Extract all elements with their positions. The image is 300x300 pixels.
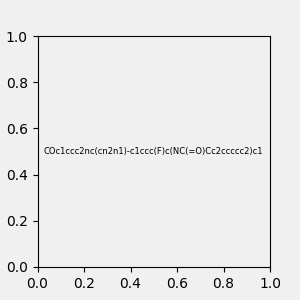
Text: COc1ccc2nc(cn2n1)-c1ccc(F)c(NC(=O)Cc2ccccc2)c1: COc1ccc2nc(cn2n1)-c1ccc(F)c(NC(=O)Cc2ccc… xyxy=(44,147,263,156)
